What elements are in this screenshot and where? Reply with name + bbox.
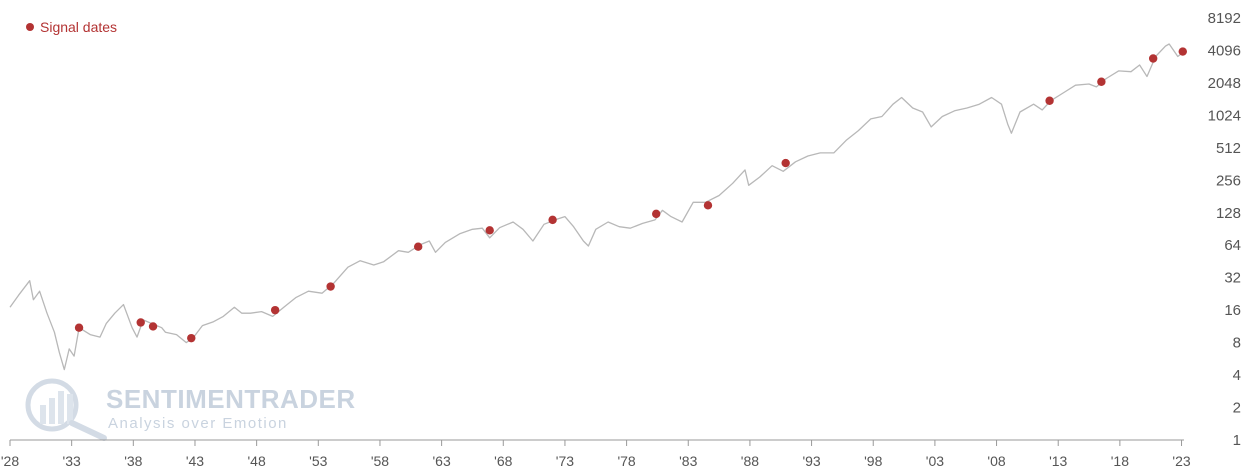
x-tick-label: '98 [864, 453, 882, 469]
signal-point [187, 333, 196, 343]
y-axis: 1 2 4 8 16 32 64 128 256 512 1024 2048 4096 8192 [1208, 10, 1241, 449]
x-tick-label: '63 [432, 453, 450, 469]
x-tick-label: '23 [1172, 453, 1190, 469]
signal-point [326, 282, 335, 291]
x-tick-label: '68 [494, 453, 512, 469]
signal-point [1178, 47, 1187, 56]
legend: Signal dates [26, 19, 117, 35]
signal-point [485, 226, 494, 235]
y-tick-label: 1 [1233, 432, 1241, 449]
x-tick-label: '38 [124, 453, 142, 469]
signal-point [270, 305, 280, 315]
y-tick-label: 4 [1233, 367, 1241, 384]
y-tick-label: 2 [1233, 400, 1241, 417]
y-tick-label: 64 [1224, 237, 1241, 254]
price-line [9, 43, 1185, 371]
x-tick-label: '83 [679, 453, 697, 469]
series-layer [9, 43, 1185, 371]
y-tick-label: 8192 [1208, 10, 1241, 27]
watermark-tagline: Analysis over Emotion [108, 415, 288, 432]
y-tick-label: 16 [1224, 302, 1241, 319]
signal-point [781, 158, 790, 168]
watermark-name: SENTIMENTRADER [106, 384, 356, 414]
x-tick-label: '33 [63, 453, 81, 469]
x-tick-label: '53 [309, 453, 327, 469]
sentimentrader-logo-icon [25, 378, 107, 441]
y-tick-label: 128 [1216, 205, 1241, 222]
x-tick-label: '88 [741, 453, 759, 469]
signal-point [1148, 54, 1158, 63]
signal-point [136, 318, 145, 327]
x-tick-label: '48 [248, 453, 266, 469]
x-tick-label: '18 [1111, 453, 1129, 469]
signal-point [651, 209, 661, 219]
legend-marker-icon [26, 23, 34, 31]
signal-point [413, 242, 423, 251]
y-tick-label: 8 [1233, 335, 1241, 352]
signal-point [148, 322, 158, 331]
x-tick-label: '08 [987, 453, 1005, 469]
y-tick-label: 4096 [1208, 42, 1241, 59]
y-tick-label: 2048 [1208, 75, 1241, 92]
y-tick-label: 512 [1216, 140, 1241, 157]
x-tick-label: '58 [371, 453, 389, 469]
x-tick-label: '43 [186, 453, 204, 469]
x-tick-label: '93 [802, 453, 820, 469]
x-tick-label: '73 [556, 453, 574, 469]
y-tick-label: 32 [1224, 270, 1241, 287]
signal-point [1097, 77, 1106, 86]
x-axis: '28 '33 '38 '43 '48 '53 '58 '63 '68 '73 '78 '83 '88 '… [1, 439, 1191, 469]
watermark: SENTIMENTRADER Analysis over Emotion [25, 378, 356, 441]
legend-label: Signal dates [40, 19, 118, 35]
y-tick-label: 256 [1216, 172, 1241, 189]
y-tick-label: 1024 [1208, 107, 1241, 124]
x-tick-label: '13 [1049, 453, 1067, 469]
signal-point [74, 323, 84, 332]
signal-point [548, 215, 557, 225]
x-tick-label: '78 [617, 453, 635, 469]
signal-point [1045, 96, 1054, 105]
signal-layer [74, 47, 1187, 343]
x-tick-label: '03 [926, 453, 944, 469]
x-tick-label: '28 [1, 453, 19, 469]
signal-point [703, 201, 713, 210]
